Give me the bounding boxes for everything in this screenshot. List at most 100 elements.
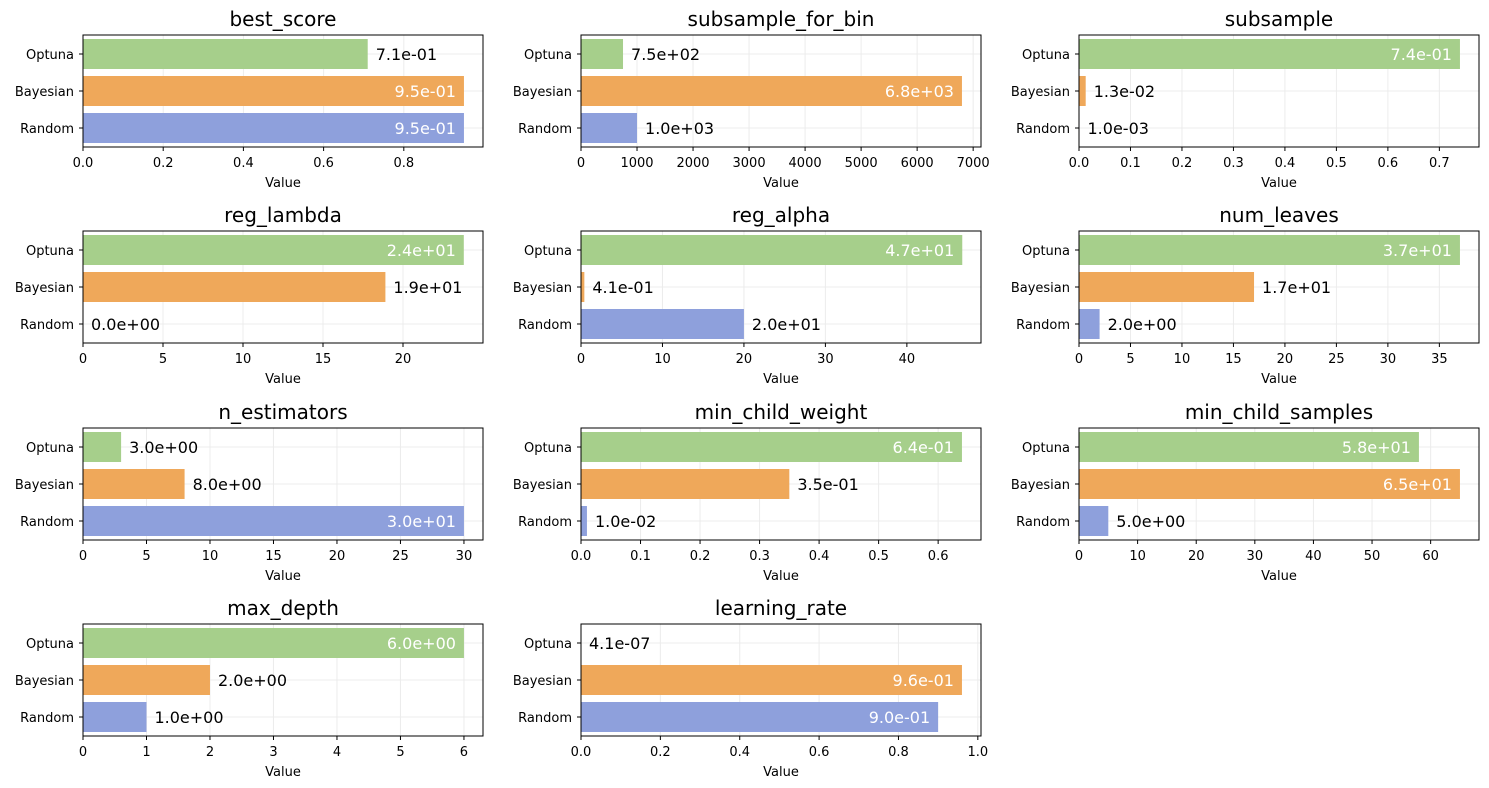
x-tick-label: 10 [1174, 352, 1191, 367]
category-label: Random [20, 122, 74, 137]
value-label-random: 1.0e+03 [645, 119, 714, 138]
value-label-random: 9.0e-01 [869, 708, 930, 727]
value-label-random: 0.0e+00 [91, 315, 160, 334]
category-label: Optuna [1022, 244, 1070, 259]
value-label-bayesian: 1.7e+01 [1262, 278, 1331, 297]
subplot-min_child_weight: min_child_weight 6.4e-01 Optuna 3.5e-01 Baye… [513, 400, 982, 584]
bar-bayesian [581, 76, 962, 106]
category-label: Bayesian [15, 478, 74, 493]
x-tick-label: 0.8 [393, 156, 414, 171]
x-tick-label: 25 [1328, 352, 1345, 367]
value-label-optuna: 3.0e+00 [129, 438, 198, 457]
bar-optuna [1079, 432, 1419, 462]
x-tick-label: 0.0 [1069, 156, 1090, 171]
x-tick-label: 0.5 [868, 549, 889, 564]
x-tick-label: 0.2 [1172, 156, 1193, 171]
bar-bayesian [83, 665, 210, 695]
category-label: Optuna [1022, 48, 1070, 63]
x-tick-label: 20 [1277, 352, 1294, 367]
category-label: Random [1016, 318, 1070, 333]
value-label-optuna: 7.4e-01 [1391, 45, 1452, 64]
bar-bayesian [1079, 272, 1255, 302]
x-tick-label: 1 [142, 745, 150, 760]
x-tick-label: 0.4 [1275, 156, 1296, 171]
x-tick-label: 5 [159, 352, 167, 367]
x-tick-label: 6 [460, 745, 468, 760]
x-tick-label: 15 [265, 549, 282, 564]
value-label-random: 1.0e+00 [154, 708, 223, 727]
subplot-title: n_estimators [218, 400, 347, 424]
subplot-subsample: subsample 7.4e-01 Optuna 1.3e-02 Bayesian 1.0… [1011, 7, 1480, 191]
value-label-optuna: 4.7e+01 [885, 241, 954, 260]
value-label-random: 1.0e-03 [1088, 119, 1149, 138]
category-label: Bayesian [1011, 281, 1070, 296]
x-tick-label: 20 [736, 352, 753, 367]
subplot-title: max_depth [227, 596, 339, 620]
subplot-title: reg_lambda [224, 203, 342, 227]
x-tick-label: 0 [577, 156, 585, 171]
bar-bayesian [1079, 469, 1460, 499]
category-label: Random [518, 122, 572, 137]
x-tick-label: 0.2 [153, 156, 174, 171]
x-tick-label: 20 [395, 352, 412, 367]
subplot-title: best_score [229, 7, 336, 31]
value-label-bayesian: 2.0e+00 [218, 671, 287, 690]
x-tick-label: 5000 [845, 156, 878, 171]
subplot-min_child_samples: min_child_samples 5.8e+01 Optuna 6.5e+01 Bay… [1011, 400, 1480, 584]
bar-random [1079, 506, 1109, 536]
x-tick-label: 5 [1126, 352, 1134, 367]
bar-bayesian [83, 272, 386, 302]
category-label: Optuna [26, 48, 74, 63]
category-label: Bayesian [15, 674, 74, 689]
value-label-bayesian: 4.1e-01 [592, 278, 653, 297]
category-label: Bayesian [1011, 85, 1070, 100]
x-tick-label: 0.6 [928, 549, 949, 564]
value-label-random: 1.0e-02 [595, 512, 656, 531]
x-tick-label: 0 [577, 352, 585, 367]
subplot-best_score: best_score 7.1e-01 Optuna 9.5e-01 Bayesian 9.… [15, 7, 484, 191]
value-label-bayesian: 8.0e+00 [193, 475, 262, 494]
x-tick-label: 5 [142, 549, 150, 564]
value-label-optuna: 2.4e+01 [387, 241, 456, 260]
x-axis-label: Value [1261, 569, 1297, 584]
value-label-optuna: 3.7e+01 [1383, 241, 1452, 260]
x-tick-label: 4000 [789, 156, 822, 171]
value-label-bayesian: 6.8e+03 [885, 82, 954, 101]
x-tick-label: 0 [79, 352, 87, 367]
x-tick-label: 15 [1225, 352, 1242, 367]
axes-frame [580, 230, 982, 344]
value-label-optuna: 5.8e+01 [1342, 438, 1411, 457]
category-label: Random [20, 318, 74, 333]
subplot-title: min_child_samples [1185, 400, 1373, 424]
value-label-random: 5.0e+00 [1116, 512, 1185, 531]
x-tick-label: 0.1 [630, 549, 651, 564]
subplot-n_estimators: n_estimators 3.0e+00 Optuna 8.0e+00 Bayesian… [15, 400, 484, 584]
category-label: Optuna [26, 637, 74, 652]
bar-bayesian [83, 469, 185, 499]
x-tick-label: 10 [654, 352, 671, 367]
x-tick-label: 0.2 [650, 745, 671, 760]
axes-frame [82, 230, 484, 344]
value-label-bayesian: 9.5e-01 [395, 82, 456, 101]
bar-optuna [581, 39, 624, 69]
value-label-optuna: 7.1e-01 [376, 45, 437, 64]
x-tick-label: 7000 [957, 156, 990, 171]
value-label-random: 2.0e+01 [752, 315, 821, 334]
x-tick-label: 3000 [733, 156, 766, 171]
axes-frame [82, 427, 484, 541]
subplot-max_depth: max_depth 6.0e+00 Optuna 2.0e+00 Bayesian 1.0… [15, 596, 484, 780]
axes-frame [1078, 230, 1480, 344]
x-tick-label: 10 [235, 352, 252, 367]
bar-optuna [83, 432, 122, 462]
bar-random [83, 506, 464, 536]
x-tick-label: 0.0 [73, 156, 94, 171]
x-tick-label: 10 [202, 549, 219, 564]
subplot-learning_rate: learning_rate 4.1e-07 Optuna 9.6e-01 Bayesia… [513, 596, 988, 780]
bar-random [83, 702, 147, 732]
category-label: Optuna [524, 48, 572, 63]
category-label: Bayesian [513, 85, 572, 100]
bar-random [581, 309, 744, 339]
subplot-title: min_child_weight [695, 400, 868, 424]
subplot-title: num_leaves [1219, 203, 1339, 227]
